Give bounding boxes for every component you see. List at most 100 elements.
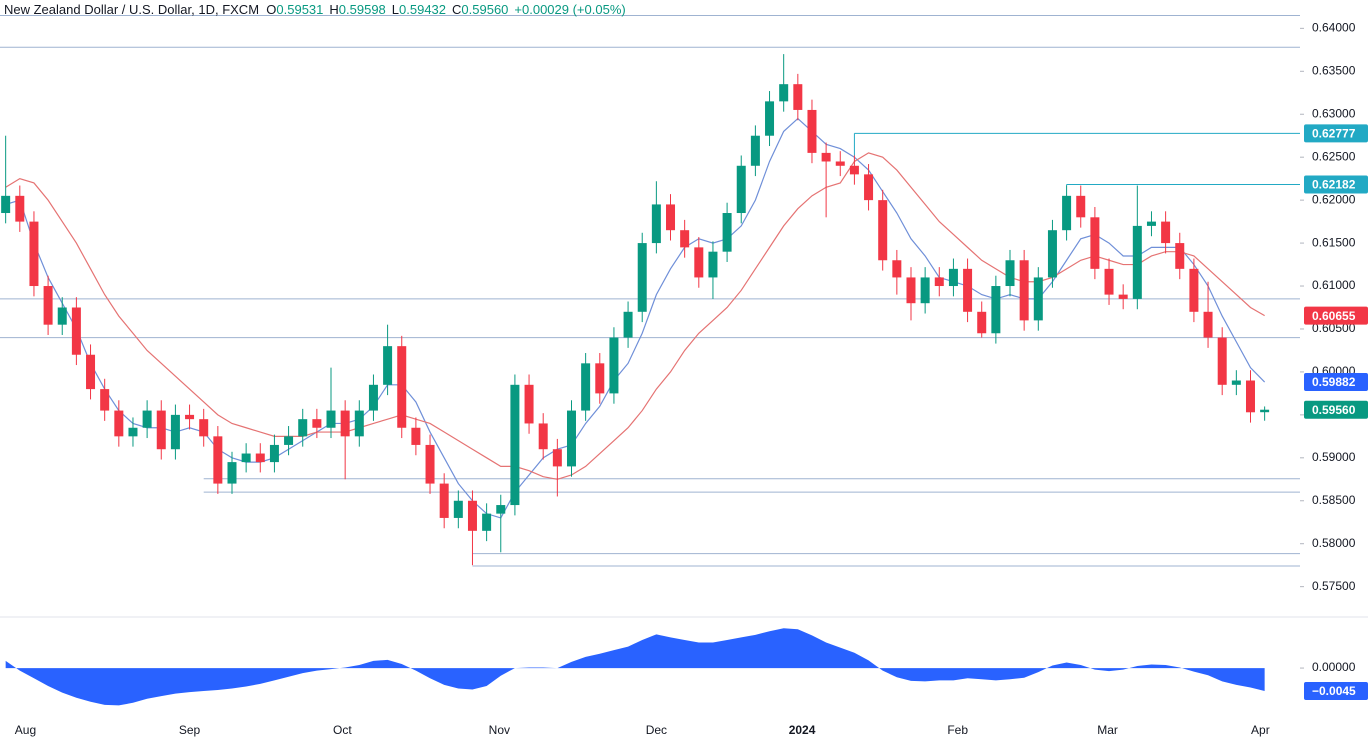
- y-tick-label: 0.64000: [1312, 21, 1356, 35]
- candle-body: [1231, 380, 1241, 385]
- candle-body: [57, 307, 67, 325]
- candle-body: [156, 410, 166, 450]
- candle-body: [100, 389, 110, 411]
- price-change: +0.00029 (+0.05%): [514, 2, 626, 17]
- candle-body: [1019, 260, 1029, 321]
- candle-body: [892, 260, 902, 278]
- candle-body: [425, 444, 435, 484]
- y-tick-label: 0.62500: [1312, 149, 1356, 163]
- candle-body: [1090, 217, 1100, 269]
- candle-body: [807, 109, 817, 153]
- candle-body: [1217, 337, 1227, 385]
- candle-body: [708, 251, 718, 278]
- candle-body: [680, 230, 690, 248]
- symbol-title: New Zealand Dollar / U.S. Dollar, 1D, FX…: [4, 2, 260, 17]
- candle-body: [906, 277, 916, 304]
- candle-body: [1118, 294, 1128, 299]
- candle-body: [383, 346, 393, 385]
- price-tag-label: 0.62777: [1312, 127, 1356, 141]
- candle-body: [1203, 311, 1213, 338]
- ohlc-value: 0.59560: [461, 2, 509, 17]
- y-tick-label: 0.58000: [1312, 536, 1356, 550]
- candle-body: [666, 204, 676, 231]
- price-tag-label: 0.60655: [1312, 309, 1356, 323]
- candle-body: [397, 346, 407, 428]
- candle-body: [467, 500, 477, 531]
- candle-body: [29, 221, 39, 287]
- y-tick-label: 0.58500: [1312, 493, 1356, 507]
- candle-body: [269, 444, 279, 463]
- candle-body: [821, 152, 831, 162]
- candle-body: [920, 277, 930, 304]
- y-tick-label: 0.00000: [1312, 660, 1356, 674]
- candle-body: [354, 410, 364, 437]
- candle-body: [864, 174, 874, 201]
- candle-body: [595, 363, 605, 394]
- candle-body: [255, 453, 265, 463]
- candle-body: [326, 410, 336, 428]
- x-tick-label: Feb: [947, 723, 968, 737]
- candle-body: [948, 268, 958, 287]
- y-tick-label: 0.62000: [1312, 192, 1356, 206]
- candle-body: [779, 84, 789, 102]
- y-tick-label: 0.59000: [1312, 450, 1356, 464]
- ohlc-value: 0.59531: [276, 2, 324, 17]
- candle-body: [114, 410, 124, 437]
- candle-body: [963, 268, 973, 312]
- candle-body: [142, 410, 152, 428]
- candle-body: [1132, 225, 1142, 299]
- candle-body: [482, 513, 492, 531]
- candle-body: [453, 500, 463, 518]
- candle-body: [312, 419, 322, 428]
- price-tag-label: 0.59882: [1312, 375, 1356, 389]
- price-tag: [1304, 400, 1368, 419]
- candle-body: [694, 247, 704, 278]
- candle-body: [849, 165, 859, 175]
- candle-body: [1062, 195, 1072, 231]
- candle-body: [581, 363, 591, 411]
- candle-body: [213, 436, 223, 484]
- price-tag: [1304, 682, 1368, 701]
- candle-body: [750, 135, 760, 166]
- candle-body: [1, 195, 11, 214]
- ohlc-key: H: [329, 2, 339, 17]
- candle-body: [411, 427, 421, 445]
- x-tick-label: Apr: [1251, 723, 1270, 737]
- candle-body: [1076, 195, 1086, 218]
- candle-body: [538, 423, 548, 450]
- candle-body: [185, 414, 195, 420]
- candle-body: [1175, 243, 1185, 269]
- price-tag: [1304, 175, 1368, 194]
- price-tag: [1304, 124, 1368, 143]
- price-tag-label: 0.59560: [1312, 403, 1356, 417]
- price-tag-label: −0.0045: [1312, 684, 1356, 698]
- candle-body: [722, 213, 732, 252]
- candle-body: [170, 414, 180, 450]
- candle-body: [765, 101, 775, 136]
- y-tick-label: 0.61500: [1312, 235, 1356, 249]
- moving-average: [5, 117, 1266, 519]
- candle-body: [241, 453, 251, 463]
- candle-body: [1189, 268, 1199, 312]
- candle-body: [609, 337, 619, 394]
- candle-body: [736, 165, 746, 214]
- candle-body: [439, 483, 449, 518]
- candle-body: [934, 277, 944, 287]
- candle-body: [298, 419, 308, 437]
- x-tick-label: Aug: [15, 723, 36, 737]
- candle-body: [15, 195, 25, 222]
- price-tag: [1304, 373, 1368, 392]
- candle-body: [43, 286, 53, 325]
- candle-body: [368, 384, 378, 411]
- candle-body: [1161, 221, 1171, 244]
- price-tag-label: 0.62182: [1312, 178, 1356, 192]
- candle-body: [835, 161, 845, 166]
- y-tick-label: 0.63000: [1312, 106, 1356, 120]
- x-tick-label: Sep: [179, 723, 201, 737]
- x-tick-label: 2024: [789, 723, 816, 737]
- ohlc-value: 0.59432: [399, 2, 447, 17]
- candle-body: [1005, 260, 1015, 287]
- candle-body: [566, 410, 576, 467]
- candle-body: [128, 427, 138, 437]
